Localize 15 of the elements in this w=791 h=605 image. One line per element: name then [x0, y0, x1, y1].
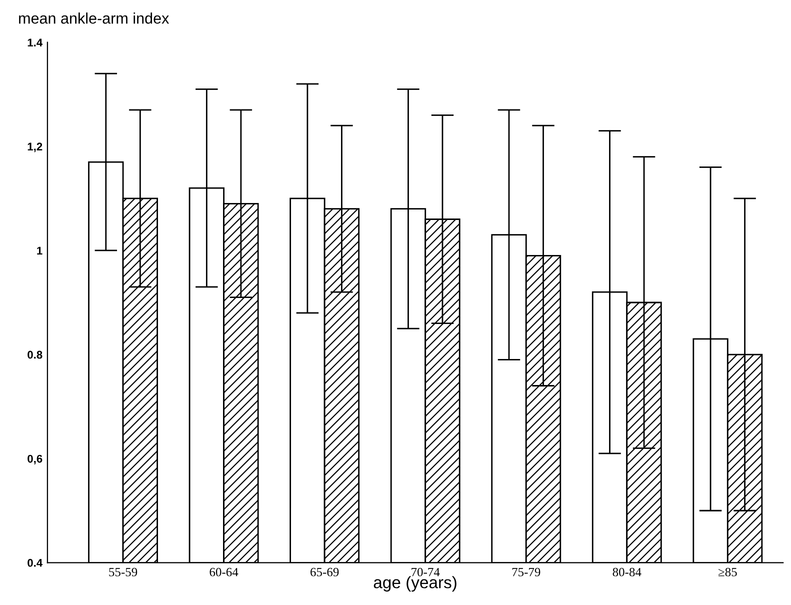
x-tick-label: 80-84 [612, 568, 642, 576]
y-tick-label: 0.4 [28, 558, 43, 567]
y-tick-label: 1.4 [28, 38, 43, 46]
y-tick-label: 1,2 [28, 142, 42, 152]
y-tick-label: 1 [37, 246, 42, 254]
x-tick-label: ≥85 [718, 568, 737, 576]
y-axis-title: mean ankle-arm index [19, 12, 170, 24]
y-tick-label: 0.8 [28, 350, 42, 359]
x-tick-label: 60-64 [210, 568, 238, 576]
x-axis-title: age (years) [374, 576, 456, 592]
x-tick-label: 75-79 [512, 568, 540, 576]
x-tick-label: 70-74 [412, 568, 440, 576]
y-tick-label: 0,6 [28, 454, 42, 464]
x-tick-label: 55-59 [109, 568, 138, 576]
x-tick-label: 65-69 [310, 568, 339, 576]
